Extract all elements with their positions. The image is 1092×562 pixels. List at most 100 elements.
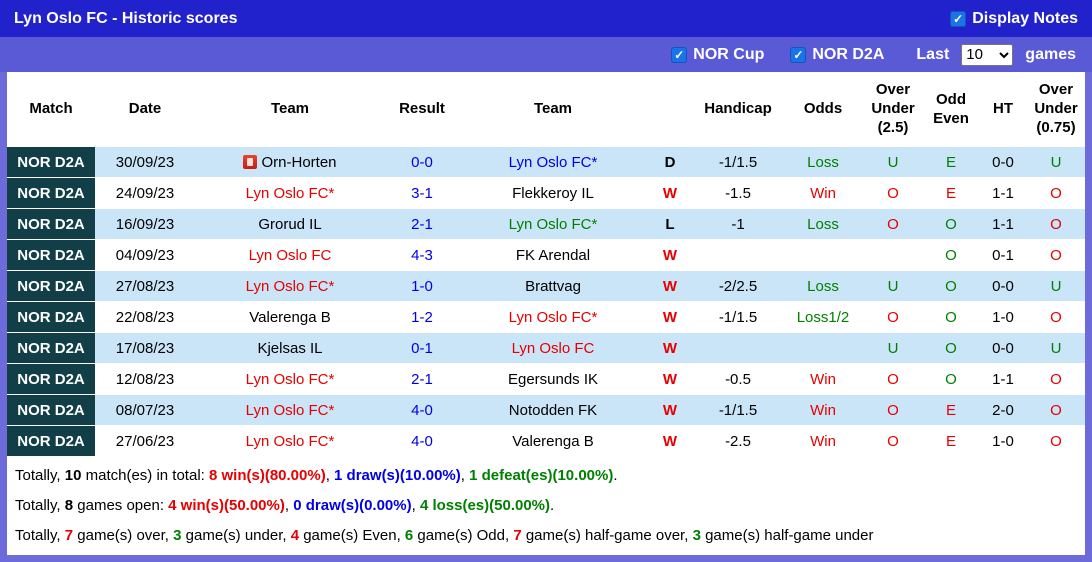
match-row: NOR D2A 30/09/23 Orn-Horten 0-0 Lyn Oslo FC*… [7,147,1085,178]
summary-segment: 0 draw(s)(0.00%) [293,497,412,514]
summary-segment: 8 [64,497,74,514]
over-under-25-cell: U [863,332,923,364]
over-under-25-cell: U [863,147,923,178]
wdl-cell: W [647,394,693,426]
result-cell: 1-0 [385,270,459,302]
match-row: NOR D2A 08/07/23 Lyn Oslo FC* 4-0 Notodden F… [7,394,1085,426]
odd-even-cell: E [923,147,979,178]
summary-segment: game(s) Even, [299,527,405,544]
match-row: NOR D2A 24/09/23 Lyn Oslo FC* 3-1 Flekkeroy … [7,177,1085,209]
league-cell: NOR D2A [7,270,95,302]
date-cell: 16/09/23 [95,208,195,240]
summary-segment: 4 [290,527,300,544]
handicap-cell: -1/1.5 [693,147,783,178]
result-cell: 0-1 [385,332,459,364]
last-label: Last [916,45,950,63]
home-team-cell: Grorud IL [195,208,385,240]
summary-line: Totally, 10 match(es) in total: 8 win(s)… [15,461,1077,491]
page-title: Lyn Oslo FC - Historic scores [14,9,238,27]
summary-segment: 6 [404,527,414,544]
home-team-name: Lyn Oslo FC* [245,184,335,202]
league-cell: NOR D2A [7,239,95,271]
home-team-name: Lyn Oslo FC* [245,432,335,450]
home-team-cell: Lyn Oslo FC* [195,425,385,457]
nor-d2a-label: NOR D2A [812,45,885,63]
away-team-cell: Lyn Oslo FC* [459,208,647,240]
odd-even-cell: O [923,332,979,364]
games-count-select[interactable]: 10 [961,43,1014,66]
header-row: Match Date Team Result Team Handicap Odd… [7,72,1085,147]
odd-even-cell: E [923,394,979,426]
ht-cell: 0-0 [979,147,1027,178]
home-team-name: Valerenga B [249,308,331,326]
away-team-name: Lyn Oslo FC [511,339,595,357]
away-team-name: Lyn Oslo FC* [508,153,598,171]
nor-d2a-checkbox[interactable]: ✓ [790,46,807,63]
wdl-cell: W [647,239,693,271]
away-team-name: FK Arendal [515,246,591,264]
home-team-cell: Valerenga B [195,301,385,333]
home-team-cell: Lyn Oslo FC* [195,270,385,302]
away-team-name: Lyn Oslo FC* [508,308,598,326]
summary-segment: 1 draw(s)(10.00%) [334,467,461,484]
away-team-cell: Valerenga B [459,425,647,457]
wdl-cell: W [647,270,693,302]
summary-segment: 4 win(s)(50.00%) [168,497,285,514]
over-under-25-cell: O [863,425,923,457]
nor-cup-toggle[interactable]: ✓ NOR Cup [671,46,764,64]
summary-segment: . [550,497,555,514]
league-cell: NOR D2A [7,425,95,457]
display-notes-label: Display Notes [972,9,1078,27]
odd-even-cell: O [923,301,979,333]
odd-even-cell: O [923,270,979,302]
league-cell: NOR D2A [7,332,95,364]
away-team-cell: Lyn Oslo FC* [459,301,647,333]
summary-section: Totally, 10 match(es) in total: 8 win(s)… [7,457,1085,551]
result-cell: 0-0 [385,147,459,178]
handicap-cell: -1/1.5 [693,301,783,333]
odds-cell [783,332,863,364]
wdl-cell: D [647,147,693,178]
over-under-075-cell: O [1027,177,1085,209]
summary-segment: game(s) under, [181,527,291,544]
over-under-075-cell: O [1027,425,1085,457]
nor-d2a-toggle[interactable]: ✓ NOR D2A [790,46,884,64]
ht-cell: 1-1 [979,363,1027,395]
col-header-over-under-25: Over Under (2.5) [863,72,923,147]
result-cell: 1-2 [385,301,459,333]
handicap-cell: -1.5 [693,177,783,209]
summary-segment: Totally, [15,527,65,544]
col-header-result: Result [385,72,459,147]
summary-segment: 4 loss(es)(50.00%) [419,497,551,514]
summary-segment: game(s) half-game under [700,527,874,544]
nor-cup-checkbox[interactable]: ✓ [671,46,688,63]
display-notes-checkbox[interactable]: ✓ [950,10,967,27]
ht-cell: 1-1 [979,177,1027,209]
league-cell: NOR D2A [7,147,95,178]
summary-line: Totally, 8 games open: 4 win(s)(50.00%),… [15,491,1077,521]
summary-segment: , [411,497,420,514]
over-under-25-cell: O [863,208,923,240]
col-header-odd-even: Odd Even [923,72,979,147]
display-notes-toggle[interactable]: ✓ Display Notes [950,10,1078,28]
col-header-home-team: Team [195,72,385,147]
over-under-075-cell: O [1027,239,1085,271]
date-cell: 27/06/23 [95,425,195,457]
odds-cell: Loss [783,270,863,302]
odd-even-cell: O [923,239,979,271]
odds-cell: Win [783,177,863,209]
home-team-cell: Lyn Oslo FC* [195,363,385,395]
league-cell: NOR D2A [7,394,95,426]
results-table-body: NOR D2A 30/09/23 Orn-Horten 0-0 Lyn Oslo FC*… [7,147,1085,457]
summary-segment: 10 [64,467,82,484]
ht-cell: 1-1 [979,208,1027,240]
home-team-cell: Lyn Oslo FC* [195,177,385,209]
handicap-cell [693,332,783,364]
games-label: games [1025,45,1076,63]
summary-segment: 7 [64,527,74,544]
wdl-cell: W [647,363,693,395]
date-cell: 17/08/23 [95,332,195,364]
summary-segment: Totally, [15,497,65,514]
title-bar: Lyn Oslo FC - Historic scores ✓ Display … [0,0,1092,37]
summary-segment: 3 [692,527,701,544]
